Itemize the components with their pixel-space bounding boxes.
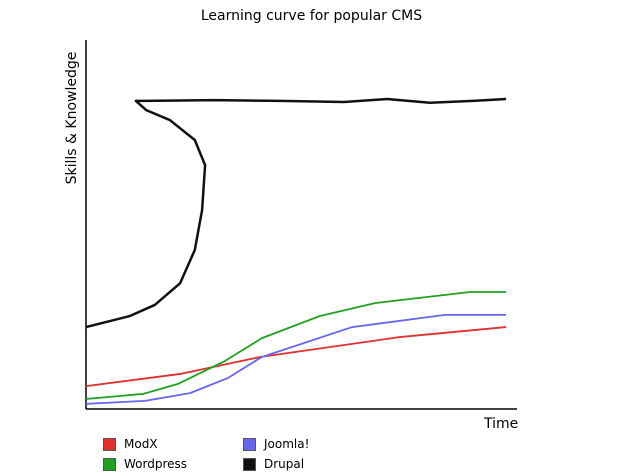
series-line-modx [85, 326, 507, 388]
chart-title: Learning curve for popular CMS [200, 8, 423, 24]
legend-item: ModX [103, 437, 158, 451]
legend-item: Drupal [243, 457, 304, 471]
x-axis-label: Time [484, 416, 519, 432]
series-line-wordpress [85, 291, 507, 400]
series-line-joomla [85, 314, 507, 405]
legend-item: Wordpress [103, 457, 187, 471]
legend-label: Drupal [264, 457, 305, 471]
legend-item: Joomla! [243, 437, 309, 451]
legend-swatch [103, 457, 116, 471]
series-line-drupal [85, 97, 507, 329]
legend-label: Joomla! [264, 437, 310, 451]
legend-label: ModX [124, 437, 158, 451]
legend-swatch [243, 457, 256, 471]
legend-label: Wordpress [124, 457, 188, 471]
legend-swatch [103, 437, 116, 451]
legend-swatch [243, 437, 256, 451]
